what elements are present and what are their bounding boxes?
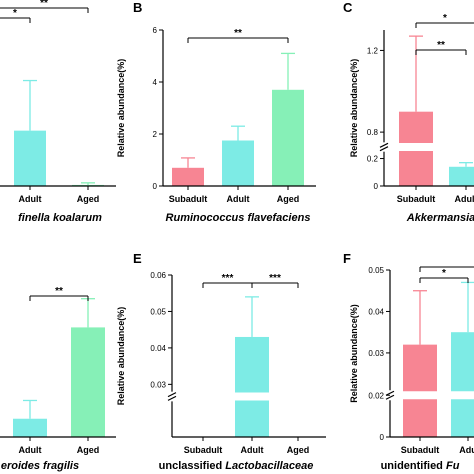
axis-break-mark-4 — [167, 392, 177, 398]
bar-3-1 — [13, 418, 47, 437]
panel-title-0: finella koalarum — [18, 212, 102, 224]
category-label-4-0: Subadult — [184, 445, 223, 455]
signif-label-2-1: * — [443, 13, 447, 24]
chart-panel-3: Adult Aged eroides fragilis ** — [0, 286, 116, 472]
bar-break-4-1 — [234, 392, 270, 401]
category-label-0-1: Adult — [19, 194, 42, 204]
panel-label-4: E — [133, 251, 142, 266]
category-label-4-1: Adult — [241, 445, 264, 455]
category-label-1-2: Aged — [277, 194, 300, 204]
chart-panel-1: Subadult Adult Aged 0 2 4 6 Relative abundance(… — [116, 0, 316, 224]
panel-title-1: Ruminococcus flavefaciens — [166, 212, 311, 224]
y-tick-label-1: 4 — [153, 78, 158, 87]
y-tick-label-1: 0 — [153, 182, 158, 191]
category-label-1-0: Subadult — [169, 194, 208, 204]
category-label-2-1: Adult — [455, 194, 474, 204]
panel-title-5: unidentified Fu — [381, 460, 460, 472]
bar-1-2 — [272, 89, 304, 186]
category-label-5-1: Adu — [459, 445, 474, 455]
signif-label-4-0: *** — [222, 273, 234, 284]
title-plain-5: unidentified — [381, 460, 446, 472]
signif-label-4-1: *** — [269, 273, 281, 284]
panel-label-5: F — [343, 251, 351, 266]
signif-label-1-0: ** — [234, 28, 242, 39]
title-italic-4: Lactobacillaceae — [225, 460, 313, 472]
axis-break-mark-5 — [385, 390, 395, 396]
bar-5-0 — [403, 344, 437, 437]
y-tick-label-1: 6 — [153, 26, 158, 35]
signif-label-0-0: ** — [40, 0, 48, 9]
y-axis-label-4: Relative abundance(%) — [116, 307, 126, 406]
title-italic-5: Fu — [446, 460, 460, 472]
title-plain-4: unclassified — [159, 460, 226, 472]
y-tick-label-4: 0.06 — [150, 271, 166, 280]
panel-label-2: C — [343, 0, 353, 15]
category-label-0-2: Aged — [77, 194, 100, 204]
chart-panel-5: Subadult Adu 0 0.02 0.03 0.04 0.05 Relative abu… — [343, 251, 474, 472]
title-italic-2: Akkermansia — [406, 212, 474, 224]
panel-title-2: Akkermansia — [406, 212, 474, 224]
axis-break-mark-4 — [167, 395, 177, 401]
bar-3-2 — [71, 327, 105, 437]
category-label-4-2: Aged — [287, 445, 310, 455]
y-axis-label-5: Relative abundance(%) — [349, 304, 359, 403]
y-tick-label-4: 0.04 — [150, 344, 166, 353]
y-tick-label-1: 2 — [153, 130, 158, 139]
y-tick-label-2: 0.8 — [367, 128, 379, 137]
y-tick-label-5: 0.05 — [368, 266, 384, 275]
y-tick-label-2: 0 — [374, 182, 379, 191]
bar-1-0 — [172, 167, 204, 186]
y-tick-label-5: 0.04 — [368, 307, 384, 316]
y-tick-label-5: 0 — [380, 433, 385, 442]
y-tick-label-4: 0.03 — [150, 380, 166, 389]
bar-4-1 — [235, 336, 269, 437]
chart-panel-2: Subadult Adult 0 0.2 0.8 1.2 Relative abundanc… — [343, 0, 474, 224]
signif-label-5-0: * — [442, 268, 446, 279]
signif-label-0-1: * — [13, 8, 17, 19]
y-tick-label-5: 0.03 — [368, 349, 384, 358]
y-tick-label-2: 1.2 — [367, 46, 379, 55]
signif-label-2-0: ** — [437, 40, 445, 51]
title-italic-0: finella koalarum — [18, 212, 102, 224]
y-axis-label-1: Relative abundance(%) — [116, 59, 126, 158]
y-tick-label-4: 0.05 — [150, 307, 166, 316]
category-label-5-0: Subadult — [401, 445, 440, 455]
axis-break-mark-2 — [379, 146, 389, 152]
category-label-3-1: Adult — [19, 445, 42, 455]
axis-break-mark-2 — [379, 142, 389, 148]
category-label-3-2: Aged — [77, 445, 100, 455]
bar-5-1 — [451, 332, 474, 437]
signif-label-3-0: ** — [55, 286, 63, 297]
bar-0-1 — [14, 130, 46, 186]
title-italic-1: Ruminococcus flavefaciens — [166, 212, 311, 224]
title-italic-3: eroides fragilis — [1, 460, 79, 472]
chart-panel-4: Subadult Adult Aged 0.03 0.04 0.05 0.06 Relativ… — [116, 251, 326, 472]
panel-title-4: unclassified Lactobacillaceae — [159, 460, 314, 472]
bar-break-5-0 — [402, 391, 438, 400]
panel-label-1: B — [133, 0, 142, 15]
category-label-2-0: Subadult — [397, 194, 436, 204]
bar-1-1 — [222, 140, 254, 186]
panel-title-3: eroides fragilis — [1, 460, 79, 472]
bar-2-1 — [449, 166, 474, 186]
bar-break-2-0 — [398, 143, 434, 151]
axis-break-mark-5 — [385, 394, 395, 400]
bar-break-5-1 — [450, 391, 474, 400]
y-tick-label-2: 0.2 — [367, 155, 379, 164]
category-label-1-1: Adult — [227, 194, 250, 204]
y-axis-label-2: Relative abundance(%) — [349, 59, 359, 158]
y-tick-label-5: 0.02 — [368, 391, 384, 400]
